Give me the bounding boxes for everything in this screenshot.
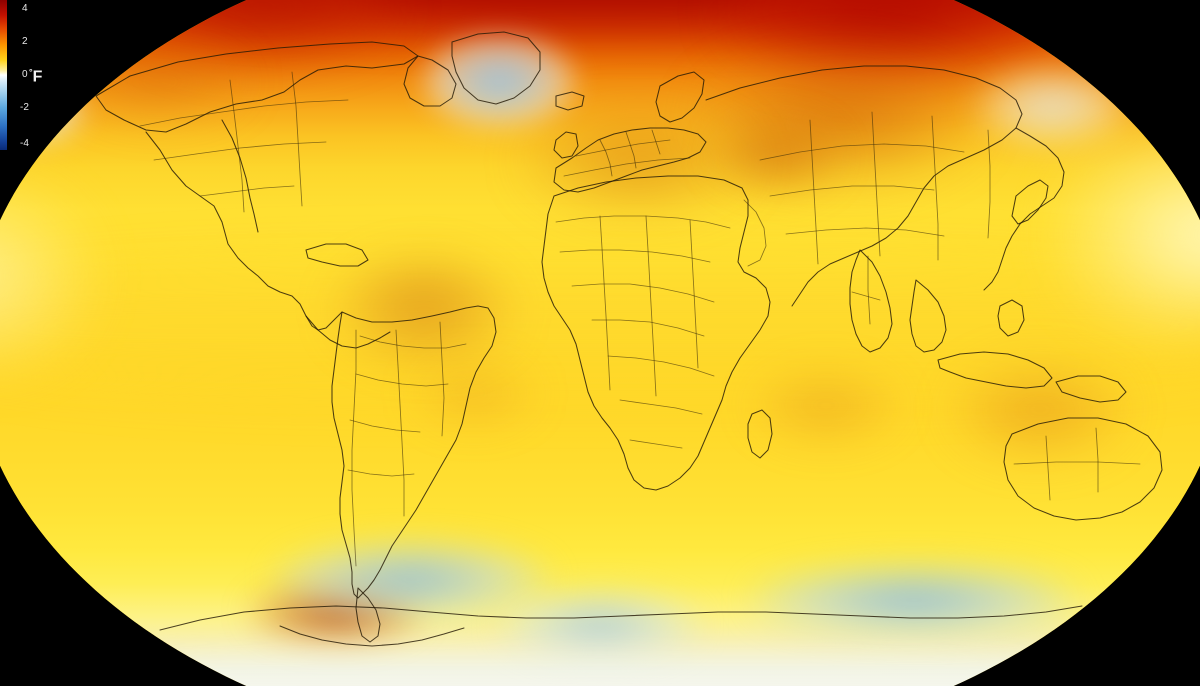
colorbar-tick-2: 2 — [22, 36, 28, 47]
east-antarctica-cool-anomaly — [750, 567, 1078, 634]
colorbar-tick-neg4: -4 — [20, 138, 29, 149]
colorbar-tick-0: 0 — [22, 69, 28, 80]
indian-ocean-warm-anomaly — [750, 367, 902, 443]
arabia-warm-anomaly — [713, 118, 839, 194]
degree-symbol: ° — [29, 67, 33, 77]
north-atlantic-cold-blob — [424, 35, 575, 128]
northwest-pacific-pale-patch — [976, 69, 1128, 144]
colorbar-tick-4: 4 — [22, 3, 28, 14]
colorbar-gradient — [0, 0, 7, 150]
north-pacific-warm-anomaly — [72, 44, 249, 119]
fahrenheit-letter: F — [32, 68, 43, 86]
north-pacific-cool-patch — [0, 77, 86, 144]
colorbar-tick-neg2: -2 — [20, 102, 29, 113]
colorbar-unit-label: °F — [29, 64, 42, 85]
southern-ocean-cool-band-west — [273, 542, 550, 617]
antarctic-coast-neutral-band — [0, 641, 1200, 686]
tropical-band-lightening — [0, 243, 1200, 410]
colorbar-legend[interactable]: 4 2 0 -2 -4 °F — [0, 0, 60, 156]
